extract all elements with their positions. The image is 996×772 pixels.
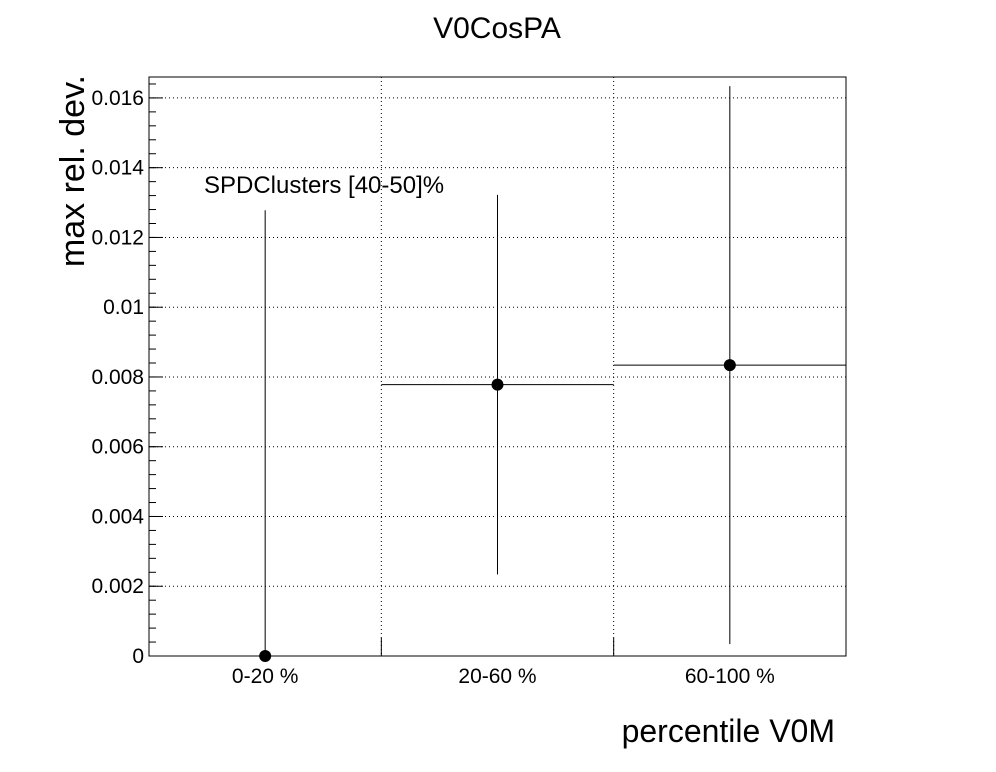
y-tick-label: 0.012 [91, 226, 144, 249]
x-tick-label: 60-100 % [685, 665, 775, 688]
y-tick-label: 0.01 [103, 296, 144, 319]
x-axis-label: percentile V0M [622, 713, 835, 749]
data-point [723, 359, 736, 372]
y-tick-label: 0.016 [91, 87, 144, 110]
y-tick-label: 0.004 [91, 505, 144, 528]
x-tick-label: 0-20 % [232, 665, 299, 688]
chart-title: V0CosPA [433, 12, 561, 45]
y-tick-label: 0.008 [91, 366, 144, 389]
x-tick-label: 20-60 % [458, 665, 536, 688]
data-point [259, 650, 272, 662]
y-axis: 0 0.002 0.004 0.006 0.008 0.01 0.012 0.014 0.016 [91, 83, 163, 668]
data-layer [149, 86, 846, 662]
x-axis: 0-20 % 20-60 % 60-100 % [232, 638, 775, 688]
data-point [491, 378, 504, 391]
y-tick-label: 0.006 [91, 436, 144, 459]
annotation-label: SPDClusters [40-50]% [204, 172, 444, 199]
y-tick-label: 0.002 [91, 575, 144, 598]
plot-frame [148, 76, 847, 657]
y-tick-label: 0 [132, 645, 144, 668]
y-tick-label: 0.014 [91, 157, 144, 180]
y-axis-label: max rel. dev. [54, 75, 92, 267]
